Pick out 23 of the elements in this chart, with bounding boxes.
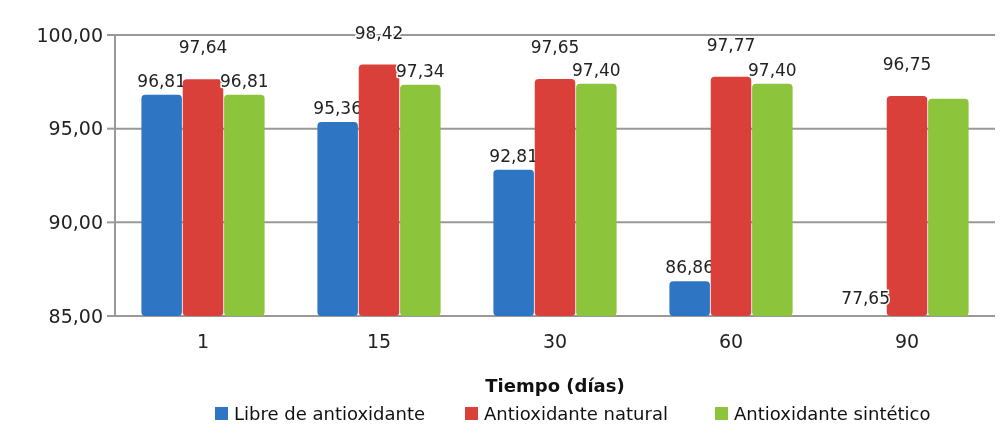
legend-label: Antioxidante natural [484,403,668,424]
data-label: 96,81 [220,70,269,91]
x-axis-title: Tiempo (días) [485,375,625,396]
x-tick-label: 1 [196,330,210,352]
x-tick-label: 60 [718,330,744,352]
x-tick-label: 15 [366,330,392,352]
data-label: 96,75 [882,53,932,74]
legend-label: Antioxidante sintético [734,403,931,424]
y-tick-label: 95,00 [48,117,103,140]
y-tick-label: 85,00 [48,304,103,327]
data-label: 92,81 [489,145,538,166]
legend-label: Libre de antioxidante [234,403,426,424]
x-tick-label: 30 [542,330,568,352]
data-label: 97,64 [178,37,228,58]
data-label: 97,40 [572,59,621,80]
data-label: 97,77 [706,34,756,55]
x-tick-label: 90 [894,330,920,352]
y-tick-label: 90,00 [48,210,103,233]
data-label: 97,40 [748,59,797,80]
data-label: 96,81 [137,70,186,91]
data-label: 97,65 [530,37,580,58]
y-tick-label: 100,00 [36,23,103,46]
data-label: 98,42 [354,22,404,43]
